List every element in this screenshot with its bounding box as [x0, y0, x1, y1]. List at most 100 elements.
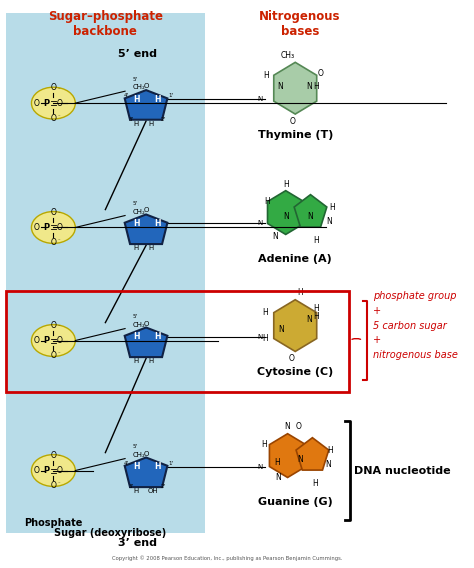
Ellipse shape [31, 87, 75, 119]
Text: OH: OH [148, 488, 159, 494]
Polygon shape [125, 90, 167, 120]
Bar [6, 12, 205, 533]
Text: ⁻: ⁻ [57, 454, 60, 460]
Ellipse shape [31, 211, 75, 244]
Text: H: H [133, 95, 140, 103]
Text: H: H [262, 308, 268, 317]
Text: P: P [44, 336, 50, 345]
Polygon shape [294, 195, 327, 227]
Text: H: H [148, 245, 153, 251]
Text: H: H [133, 121, 138, 127]
Text: N: N [273, 232, 278, 241]
Text: H: H [313, 236, 319, 245]
Text: O: O [57, 223, 63, 232]
Text: H: H [283, 179, 289, 189]
Text: N: N [306, 82, 312, 91]
Text: Phosphate: Phosphate [24, 518, 82, 528]
Text: H: H [262, 440, 267, 449]
Text: CH₂: CH₂ [133, 452, 146, 458]
Text: O: O [33, 223, 39, 232]
Text: 4': 4' [124, 461, 129, 466]
Text: Nitrogenous
bases: Nitrogenous bases [259, 10, 340, 38]
Text: H: H [314, 312, 319, 321]
Text: ⁻: ⁻ [57, 482, 60, 486]
Ellipse shape [31, 324, 75, 357]
Text: 3': 3' [129, 485, 134, 489]
Text: 5': 5' [133, 201, 138, 206]
Text: O: O [50, 83, 56, 92]
Text: CH₂: CH₂ [133, 208, 146, 215]
Text: O: O [143, 450, 149, 457]
Text: H: H [328, 446, 333, 455]
Text: CH₂: CH₂ [133, 321, 146, 328]
Text: 5': 5' [133, 314, 138, 319]
Text: H: H [297, 288, 303, 296]
Polygon shape [269, 434, 306, 478]
Text: H: H [154, 219, 161, 228]
Text: H: H [312, 479, 318, 488]
Text: 5': 5' [133, 444, 138, 449]
Text: N: N [327, 217, 332, 226]
Text: 1': 1' [168, 93, 173, 98]
Text: 4': 4' [124, 93, 129, 98]
Text: H: H [154, 95, 161, 103]
Text: H: H [154, 462, 161, 471]
Text: ⁻: ⁻ [57, 114, 60, 119]
Text: O: O [290, 117, 296, 126]
Text: Adenine (A): Adenine (A) [258, 254, 332, 264]
Text: O: O [50, 482, 56, 491]
Text: H: H [148, 358, 153, 364]
Polygon shape [267, 191, 304, 235]
Text: 5’ end: 5’ end [118, 49, 156, 60]
Text: O: O [33, 336, 39, 345]
Text: O: O [50, 114, 56, 123]
Text: N: N [277, 82, 283, 91]
Text: N: N [257, 333, 263, 340]
Text: H: H [133, 332, 140, 341]
Text: O: O [143, 207, 149, 214]
Text: N: N [308, 212, 313, 221]
Text: Sugar (deoxyribose): Sugar (deoxyribose) [54, 528, 166, 538]
Polygon shape [274, 62, 317, 114]
Text: H: H [133, 358, 138, 364]
Text: ⁻: ⁻ [57, 324, 60, 329]
Text: O: O [50, 320, 56, 329]
Text: O: O [57, 466, 63, 475]
Text: N: N [279, 325, 284, 334]
Text: O: O [57, 336, 63, 345]
Text: CH₃: CH₃ [281, 51, 295, 60]
Text: H: H [262, 334, 268, 343]
Text: O: O [50, 239, 56, 248]
Text: DNA nucleotide: DNA nucleotide [355, 466, 451, 475]
Text: N: N [257, 220, 263, 227]
Text: N: N [275, 473, 281, 482]
Text: O: O [296, 421, 302, 431]
Polygon shape [125, 328, 167, 357]
Text: ⁻: ⁻ [57, 211, 60, 216]
Text: H: H [133, 219, 140, 228]
Text: N: N [257, 463, 263, 470]
Text: H: H [263, 71, 269, 80]
Polygon shape [125, 457, 167, 487]
Text: 2': 2' [161, 485, 166, 489]
Text: ⁻: ⁻ [57, 352, 60, 357]
Text: O: O [50, 352, 56, 361]
Text: 1': 1' [168, 461, 173, 466]
Text: O: O [57, 99, 63, 107]
Text: N: N [306, 315, 312, 324]
Text: O: O [143, 320, 149, 327]
Bar [6, 291, 349, 392]
Text: P: P [44, 99, 50, 107]
Text: H: H [314, 304, 319, 313]
Text: phosphate group
+
5 carbon sugar
+
nitrogenous base: phosphate group + 5 carbon sugar + nitro… [373, 291, 457, 360]
Text: H: H [329, 203, 335, 212]
Text: H: H [154, 332, 161, 341]
Text: O: O [50, 450, 56, 460]
Text: Sugar–phosphate
backbone: Sugar–phosphate backbone [48, 10, 163, 38]
Text: O: O [33, 99, 39, 107]
Text: H: H [133, 245, 138, 251]
Text: ⁻: ⁻ [57, 239, 60, 244]
Text: ⁻: ⁻ [57, 87, 60, 92]
Text: H: H [148, 121, 153, 127]
Text: Cytosine (C): Cytosine (C) [257, 367, 333, 377]
